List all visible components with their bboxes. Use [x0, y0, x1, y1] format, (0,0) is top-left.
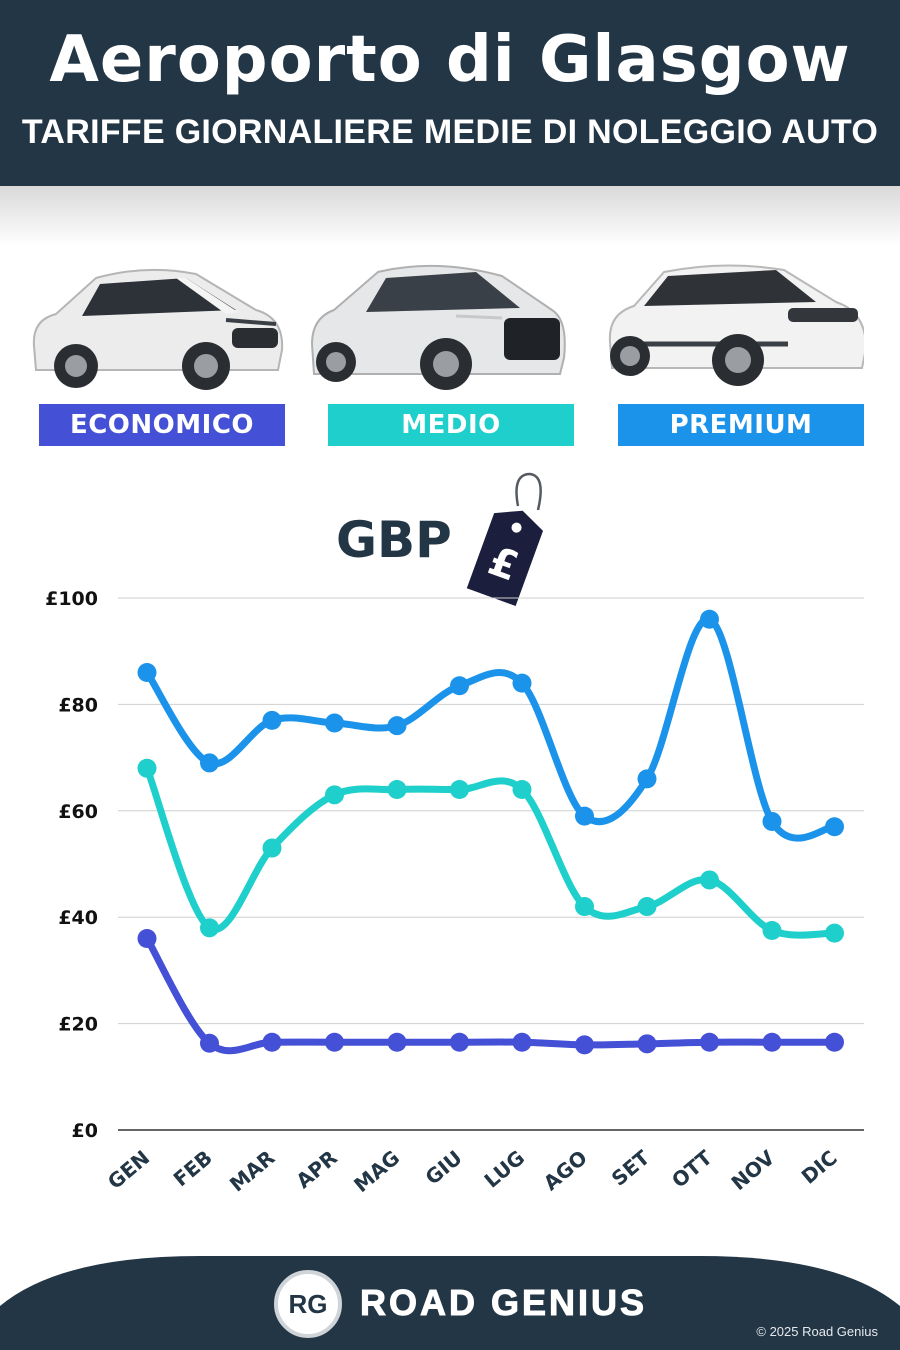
- data-point-economico-giu: [450, 1032, 469, 1052]
- data-point-medio-ott: [700, 870, 719, 890]
- data-point-premium-ott: [700, 609, 719, 629]
- data-point-premium-set: [637, 769, 657, 789]
- premium-suv-car-image: [604, 258, 864, 393]
- data-point-premium-mar: [262, 710, 282, 730]
- data-point-premium-ago: [575, 806, 594, 826]
- data-point-premium-apr: [325, 713, 344, 733]
- data-point-premium-feb: [200, 753, 219, 773]
- data-point-economico-set: [637, 1034, 657, 1054]
- category-premium-label: PREMIUM: [618, 404, 864, 446]
- y-tick-label: £80: [58, 694, 98, 716]
- data-point-medio-giu: [450, 780, 469, 800]
- data-point-medio-set: [637, 897, 657, 917]
- page-title: Aeroporto di Glasgow: [49, 23, 851, 97]
- data-point-economico-nov: [762, 1032, 782, 1052]
- x-tick-label: AGO: [539, 1145, 592, 1195]
- series-line-economico: [143, 934, 838, 1055]
- data-point-medio-apr: [325, 785, 344, 805]
- x-tick-label: DIC: [797, 1145, 842, 1188]
- data-point-premium-nov: [762, 811, 782, 831]
- data-point-economico-feb: [200, 1033, 219, 1053]
- chart-series: [137, 609, 844, 1055]
- data-point-economico-dic: [825, 1032, 844, 1052]
- y-tick-label: £60: [58, 801, 98, 823]
- header-shadow: [0, 186, 900, 246]
- data-point-medio-ago: [575, 897, 594, 917]
- data-point-economico-mar: [262, 1032, 282, 1052]
- y-tick-label: £100: [45, 588, 98, 610]
- y-tick-label: £40: [58, 907, 98, 929]
- x-tick-label: OTT: [667, 1145, 717, 1192]
- series-line-premium: [143, 615, 838, 842]
- data-point-medio-dic: [825, 923, 844, 943]
- data-point-economico-ago: [575, 1035, 594, 1055]
- x-tick-label: SET: [607, 1145, 655, 1190]
- page-subtitle: TARIFFE GIORNALIERE MEDIE DI NOLEGGIO AU…: [21, 113, 879, 151]
- data-point-premium-mag: [387, 716, 407, 736]
- x-tick-label: FEB: [169, 1145, 217, 1191]
- data-point-economico-ott: [700, 1032, 719, 1052]
- price-tag-icon: £: [466, 472, 544, 607]
- header-banner: Aeroporto di Glasgow TARIFFE GIORNALIERE…: [0, 0, 900, 186]
- x-tick-label: NOV: [726, 1145, 779, 1195]
- x-axis-ticks: GEN FEB MAR APR MAG GIU LUG AGO SET OTT NOV DIC: [103, 1145, 842, 1197]
- data-point-premium-giu: [450, 676, 469, 696]
- x-tick-label: MAG: [349, 1145, 404, 1197]
- x-tick-label: GEN: [103, 1145, 154, 1193]
- series-premium: [137, 609, 844, 842]
- data-point-medio-feb: [200, 918, 219, 938]
- road-genius-logo: RG: [274, 1270, 342, 1338]
- category-economico-label: ECONOMICO: [39, 404, 285, 446]
- y-axis-ticks: £0 £20 £40 £60 £80 £100: [45, 588, 98, 1142]
- series-economico: [137, 928, 844, 1055]
- data-point-economico-lug: [512, 1032, 532, 1052]
- brand-name: ROAD GENIUS: [359, 1282, 648, 1324]
- y-tick-label: £0: [72, 1120, 98, 1142]
- currency-label: GBP: [336, 511, 452, 569]
- series-medio: [137, 758, 844, 943]
- data-point-premium-dic: [825, 817, 844, 837]
- data-point-premium-lug: [512, 673, 532, 693]
- suv-car-image: [306, 258, 566, 393]
- data-point-medio-lug: [512, 780, 532, 800]
- data-point-economico-mag: [387, 1032, 407, 1052]
- x-tick-label: GIU: [421, 1145, 467, 1189]
- line-chart: £0 £20 £40 £60 £80 £100 GEN FEB MAR APR MAG GIU LUG…: [45, 588, 864, 1197]
- x-tick-label: LUG: [480, 1145, 530, 1192]
- data-point-medio-mag: [387, 780, 407, 800]
- data-point-premium-gen: [137, 662, 157, 682]
- data-point-medio-gen: [137, 758, 157, 778]
- copyright-text: © 2025 Road Genius: [756, 1324, 878, 1339]
- data-point-economico-apr: [325, 1032, 344, 1052]
- y-tick-label: £20: [58, 1014, 98, 1036]
- category-medio-label: MEDIO: [328, 404, 574, 446]
- series-line-medio: [143, 764, 838, 939]
- data-point-economico-gen: [137, 928, 157, 948]
- footer-banner: [0, 1256, 900, 1350]
- x-tick-label: APR: [291, 1145, 341, 1193]
- x-tick-label: MAR: [225, 1145, 279, 1196]
- data-point-medio-mar: [262, 838, 282, 858]
- data-point-medio-nov: [762, 921, 782, 940]
- hatchback-car-image: [26, 258, 286, 393]
